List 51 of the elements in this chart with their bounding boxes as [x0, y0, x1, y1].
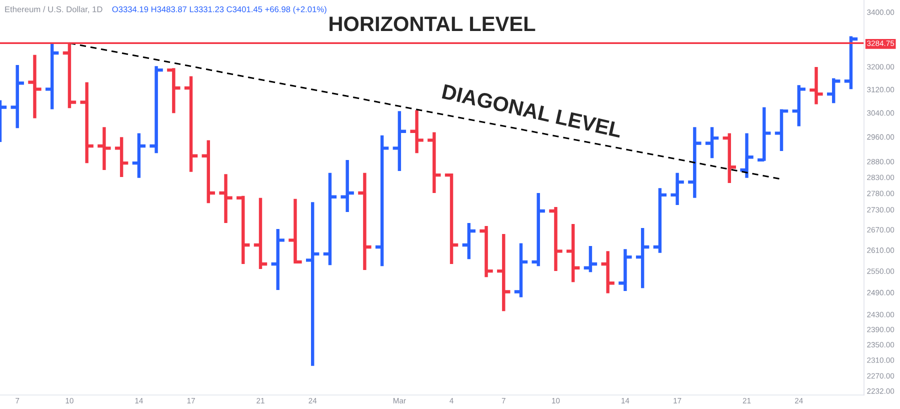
candlestick [130, 132, 148, 180]
candlestick [443, 172, 460, 266]
candlestick [512, 242, 530, 299]
candlestick [756, 106, 772, 162]
candlestick [808, 65, 824, 106]
candlestick [339, 158, 356, 214]
candlestick [96, 126, 112, 172]
candlestick [495, 232, 512, 313]
candlestick [530, 191, 547, 268]
candlestick [738, 132, 755, 180]
candlestick [600, 250, 616, 295]
candlestick [252, 196, 269, 271]
candlestick [218, 172, 234, 225]
candlestick [165, 66, 182, 115]
candlestick [391, 109, 408, 173]
candlestick [669, 171, 686, 207]
candlestick [825, 76, 842, 105]
candlestick [182, 74, 200, 174]
ref-line-label: HORIZONTAL LEVEL [330, 16, 536, 32]
candlestick [304, 200, 321, 368]
candlestick [460, 221, 478, 261]
candlestick [652, 186, 668, 254]
candlestick [582, 244, 599, 274]
candlestick [686, 126, 703, 200]
candlestick [26, 53, 43, 120]
annotation: O3334.19 H3483.87 L3331.23 C3401.45 +66.98 (+2.01%) [112, 6, 326, 14]
candlestick [721, 132, 738, 185]
annotation: Ethereum / U.S. Dollar, 1D [5, 6, 102, 14]
candlestick [790, 84, 808, 128]
candlestick [426, 130, 442, 195]
candlestick [634, 226, 651, 290]
candlestick [548, 205, 564, 273]
candlestick [44, 42, 60, 111]
candlestick [200, 138, 217, 205]
candlestick [564, 222, 582, 284]
candlestick [322, 171, 338, 267]
candlestick [113, 136, 130, 179]
candlestick [704, 126, 720, 160]
candlestick [408, 108, 426, 155]
candlestick [356, 171, 373, 272]
candlestick [374, 134, 390, 268]
candlestick [234, 194, 252, 266]
candlestick [78, 80, 96, 165]
candlestick [842, 34, 860, 91]
candlestick [773, 108, 790, 153]
candlestick [287, 197, 304, 265]
candlestick [9, 63, 26, 130]
candlestick [270, 227, 286, 292]
candlestick [478, 224, 494, 279]
candlestick [617, 247, 634, 293]
candlestick [148, 64, 164, 155]
